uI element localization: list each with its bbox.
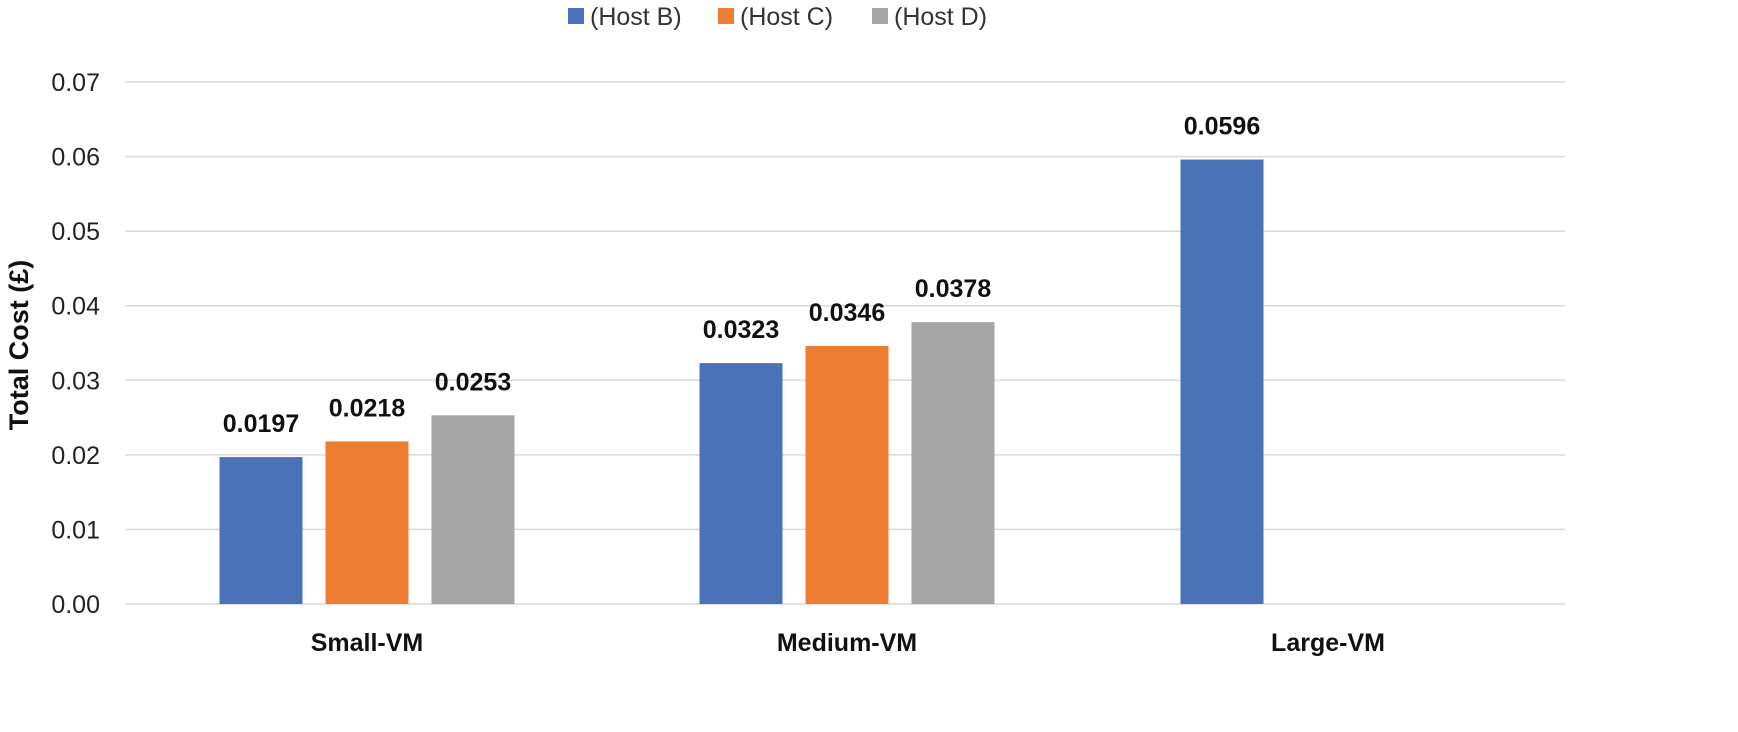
y-tick-label: 0.01: [51, 516, 100, 544]
data-label: 0.0253: [435, 368, 511, 396]
data-label: 0.0596: [1184, 113, 1260, 141]
data-label: 0.0218: [329, 394, 406, 422]
y-tick-label: 0.06: [51, 144, 100, 172]
data-label: 0.0378: [915, 275, 992, 303]
bar: [1180, 159, 1264, 604]
y-tick-label: 0.03: [51, 367, 100, 395]
legend-swatch: [568, 8, 584, 24]
data-label: 0.0197: [223, 410, 299, 438]
y-tick-label: 0.00: [51, 591, 100, 619]
bar: [325, 441, 409, 604]
y-tick-label: 0.04: [51, 293, 100, 321]
bar: [699, 363, 783, 604]
data-label: 0.0346: [809, 299, 885, 327]
data-labels: 0.0197 0.0323 0.0596 0.0218 0.0346 0.0253 0.03…: [223, 113, 1260, 439]
x-category-label: Large-VM: [1271, 629, 1385, 657]
data-label: 0.0323: [703, 316, 779, 344]
bars: [219, 159, 1264, 604]
legend-swatch: [872, 8, 888, 24]
legend-label: (Host B): [590, 3, 682, 31]
bar: [431, 415, 515, 604]
y-tick-label: 0.07: [51, 69, 100, 97]
y-tick-label: 0.02: [51, 442, 100, 470]
x-category-label: Small-VM: [311, 629, 424, 657]
legend-label: (Host D): [894, 3, 987, 31]
bar: [219, 457, 303, 604]
x-axis-categories: Small-VM Medium-VM Large-VM: [311, 629, 1385, 657]
x-category-label: Medium-VM: [777, 629, 917, 657]
bar: [911, 322, 995, 604]
y-axis-title: Total Cost (£): [4, 260, 34, 431]
legend: (Host B) (Host C) (Host D): [568, 3, 987, 31]
legend-swatch: [718, 8, 734, 24]
y-tick-label: 0.05: [51, 218, 100, 246]
legend-label: (Host C): [740, 3, 833, 31]
bar: [805, 345, 889, 604]
y-axis-ticks: 0.00 0.01 0.02 0.03 0.04 0.05 0.06 0.07: [51, 69, 100, 619]
